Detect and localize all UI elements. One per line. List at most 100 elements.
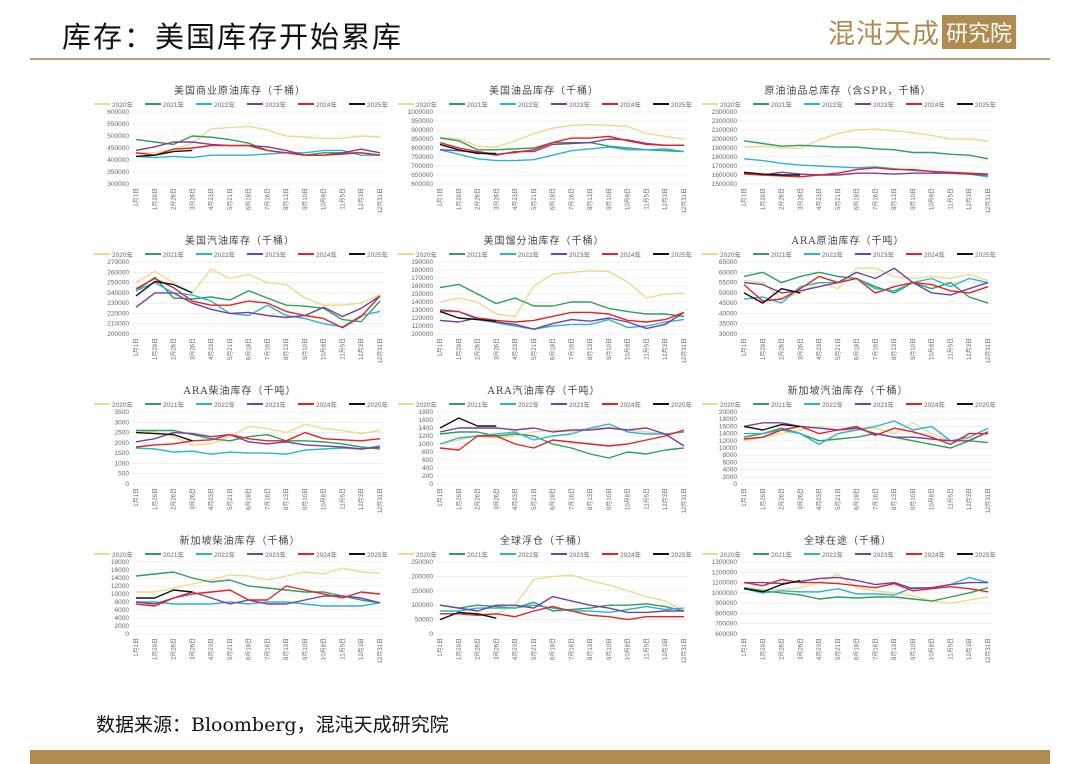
- x-tick-label: 8月13日: [891, 638, 898, 660]
- legend-label: 2024年: [924, 402, 945, 409]
- legend-item: 2023年: [247, 249, 286, 259]
- x-tick-label: 8月13日: [587, 638, 594, 660]
- x-tick-label: 1月1日: [437, 338, 444, 357]
- x-tick-label: 5月21日: [531, 338, 538, 360]
- chart-panel: ARA汽油库存（千吨） 2020年 2021年 2022年 2023年 2024年 2025…: [392, 380, 696, 530]
- y-tick-label: 200000: [107, 331, 129, 338]
- legend-label: 2023年: [265, 102, 286, 109]
- series-line-2024: [743, 578, 989, 593]
- y-tick-label: 18000: [719, 416, 737, 423]
- y-tick-label: 140000: [411, 299, 433, 306]
- x-tick-label: 6月18日: [550, 338, 557, 360]
- legend-item: 2023年: [551, 399, 590, 409]
- chart-title: 美国汽油库存（千桶）: [185, 236, 295, 247]
- y-tick-label: 60000: [719, 269, 737, 276]
- legend-swatch: [145, 253, 161, 255]
- legend-item: 2021年: [449, 399, 488, 409]
- y-tick-label: 50000: [415, 617, 433, 624]
- y-tick-label: 2000: [115, 623, 130, 630]
- x-tick-label: 1月29日: [152, 638, 159, 660]
- legend-swatch: [602, 553, 618, 555]
- x-tick-label: 11月5日: [643, 338, 650, 360]
- x-tick-label: 4月23日: [816, 188, 823, 210]
- legend-item: 2023年: [855, 249, 894, 259]
- legend-item: 2025年: [957, 249, 996, 259]
- chart-legend: 2020年 2021年 2022年 2023年 2024年 2025年: [94, 99, 388, 109]
- x-tick-label: 12月31日: [377, 638, 384, 663]
- chart-legend: 2020年 2021年 2022年 2023年 2024年 2025年: [702, 549, 996, 559]
- series-line-2022: [743, 277, 989, 304]
- chart-panel: 新加坡汽油库存（千桶） 2020年 2021年 2022年 2023年 2024年 2025…: [696, 380, 1000, 530]
- x-tick-label: 12月3日: [662, 638, 669, 660]
- legend-label: 2025年: [367, 402, 388, 409]
- y-tick-label: 260000: [107, 269, 129, 276]
- x-tick-label: 4月23日: [208, 188, 215, 210]
- x-tick-label: 12月3日: [966, 488, 973, 510]
- x-tick-label: 7月16日: [264, 488, 271, 510]
- y-tick-label: 2100000: [712, 127, 738, 134]
- x-tick-label: 6月18日: [854, 638, 861, 660]
- x-tick-label: 2月26日: [475, 488, 482, 510]
- legend-label: 2023年: [569, 252, 590, 259]
- legend-label: 2024年: [316, 552, 337, 559]
- x-tick-label: 12月31日: [681, 188, 688, 213]
- series-line-2020: [743, 128, 989, 149]
- x-tick-label: 2月26日: [779, 638, 786, 660]
- y-tick-label: 0: [733, 481, 737, 488]
- y-tick-label: 800000: [411, 145, 433, 152]
- legend-label: 2021年: [163, 552, 184, 559]
- x-tick-label: 11月5日: [643, 638, 650, 660]
- x-tick-label: 12月31日: [985, 188, 992, 213]
- y-tick-label: 250000: [411, 559, 433, 566]
- y-tick-label: 2500: [115, 430, 130, 437]
- legend-swatch: [602, 403, 618, 405]
- y-tick-label: 55000: [719, 280, 737, 287]
- y-tick-label: 1500: [115, 450, 130, 457]
- x-tick-label: 8月13日: [891, 188, 898, 210]
- y-tick-label: 240000: [107, 290, 129, 297]
- x-tick-label: 7月16日: [872, 338, 879, 360]
- legend-item: 2023年: [855, 549, 894, 559]
- x-tick-label: 12月31日: [377, 188, 384, 213]
- x-tick-label: 2月26日: [171, 188, 178, 210]
- x-tick-label: 6月18日: [854, 188, 861, 210]
- x-tick-label: 9月10日: [302, 338, 309, 360]
- x-tick-label: 8月13日: [587, 488, 594, 510]
- x-tick-label: 3月26日: [493, 488, 500, 510]
- chart-legend: 2020年 2021年 2022年 2023年 2024年 2025年: [398, 399, 692, 409]
- y-tick-label: 230000: [107, 300, 129, 307]
- y-tick-label: 1900000: [712, 145, 738, 152]
- legend-swatch: [247, 253, 263, 255]
- legend-label: 2020年: [416, 402, 437, 409]
- legend-swatch: [145, 103, 161, 105]
- legend-swatch: [653, 103, 669, 105]
- legend-label: 2021年: [467, 552, 488, 559]
- y-tick-label: 110000: [412, 323, 434, 330]
- y-tick-label: 3000: [115, 419, 130, 426]
- y-tick-label: 400: [422, 465, 433, 472]
- series-line-2024: [743, 167, 989, 178]
- legend-swatch: [753, 553, 769, 555]
- x-tick-label: 8月13日: [891, 488, 898, 510]
- legend-item: 2020年: [94, 549, 133, 559]
- x-tick-label: 9月10日: [606, 188, 613, 210]
- line-chart: 600000 700000 800000 900000 1000000 1100000 12…: [712, 559, 992, 663]
- legend-label: 2024年: [620, 102, 641, 109]
- y-tick-label: 200: [422, 473, 433, 480]
- x-tick-label: 1月1日: [437, 188, 444, 207]
- x-tick-label: 8月13日: [283, 188, 290, 210]
- legend-label: 2022年: [822, 102, 843, 109]
- line-chart: 300000 350000 400000 450000 500000 550000 6000…: [107, 109, 384, 213]
- legend-label: 2020年: [720, 552, 741, 559]
- x-tick-label: 5月21日: [531, 188, 538, 210]
- x-tick-label: 11月5日: [947, 338, 954, 360]
- x-tick-label: 12月3日: [966, 338, 973, 360]
- x-tick-label: 1月29日: [456, 338, 463, 360]
- series-line-2024: [439, 135, 684, 155]
- legend-label: 2020年: [112, 102, 133, 109]
- legend-item: 2020年: [398, 549, 437, 559]
- legend-swatch: [906, 403, 922, 405]
- y-tick-label: 500: [118, 471, 129, 478]
- legend-item: 2022年: [500, 549, 539, 559]
- y-tick-label: 750000: [411, 154, 433, 161]
